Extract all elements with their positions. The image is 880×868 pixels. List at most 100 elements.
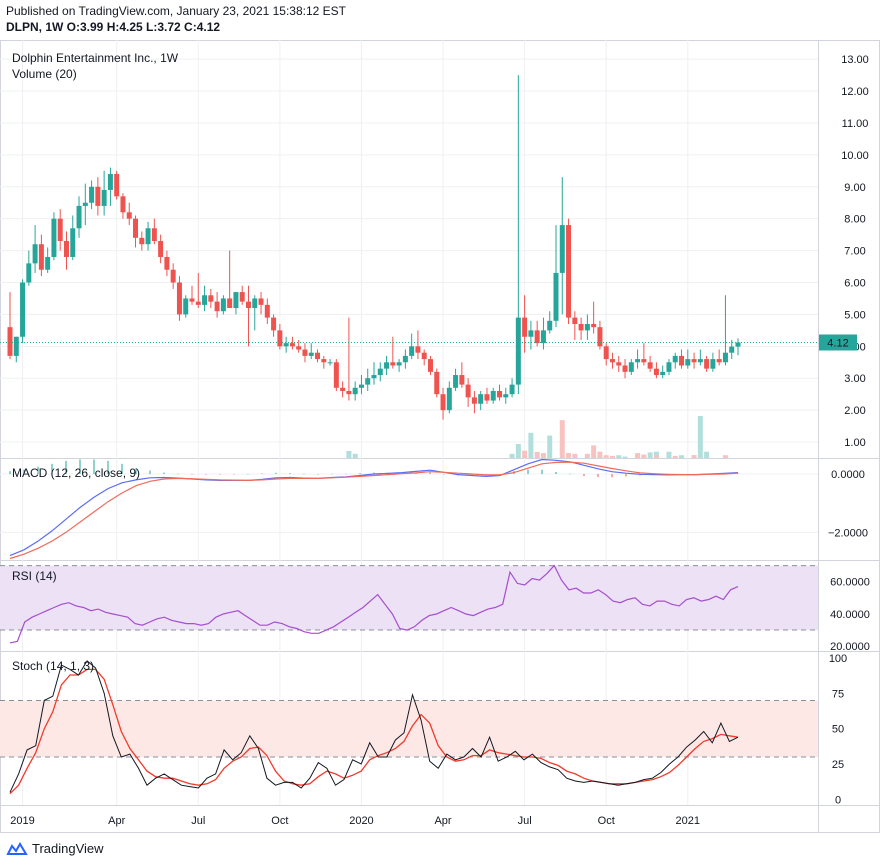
candle-body	[591, 323, 597, 328]
candle-body	[553, 272, 559, 321]
volume-bar	[691, 455, 697, 458]
candle-body	[547, 320, 553, 331]
candle-body	[446, 387, 452, 411]
candle-body	[195, 301, 201, 305]
macd-histogram-bar	[345, 473, 347, 475]
candle-body	[710, 359, 716, 369]
candle-body	[89, 186, 95, 203]
macd-histogram-bar	[9, 471, 11, 475]
candle-body	[57, 218, 63, 242]
stoch-title: Stoch (14, 1, 3)	[12, 659, 94, 673]
macd-histogram-bar	[247, 474, 249, 475]
candle-body	[660, 371, 666, 376]
rsi-band	[0, 565, 818, 631]
candle-body	[622, 365, 628, 372]
candle-body	[647, 362, 653, 369]
published-caption: Published on TradingView.com, January 23…	[6, 4, 347, 18]
tradingview-logo[interactable]: TradingView	[6, 841, 104, 856]
candle-body	[258, 298, 264, 305]
rsi-title: RSI (14)	[12, 569, 57, 583]
volume-bar	[346, 451, 352, 458]
macd-histogram-bar	[191, 474, 193, 475]
macd-histogram-bar	[149, 470, 151, 475]
stoch-tick-label: 50	[832, 724, 844, 736]
tradingview-brand-label: TradingView	[32, 841, 104, 856]
volume-bar	[603, 455, 609, 458]
candle-body	[478, 394, 484, 404]
rsi-line	[9, 564, 739, 644]
last-price-badge	[819, 334, 857, 351]
candle-body	[346, 390, 352, 395]
volume-bar	[704, 451, 710, 458]
candle-body	[126, 212, 132, 219]
ohlc-readout: DLPN, 1W O:3.99 H:4.25 L:3.72 C:4.12	[6, 20, 221, 34]
stoch-tick-label: 75	[832, 688, 844, 700]
candle-body	[578, 323, 584, 331]
candle-body	[384, 362, 390, 369]
candle-body	[522, 317, 528, 337]
candle-body	[653, 368, 659, 376]
stoch-d-line	[9, 668, 739, 795]
volume-bar	[597, 451, 603, 458]
candle-body	[208, 295, 214, 302]
macd-histogram-bar	[93, 459, 95, 475]
candle-body	[252, 298, 258, 309]
candle-body	[45, 256, 51, 270]
price-tick-label: 8.00	[844, 214, 865, 226]
candle-body	[277, 330, 283, 347]
macd-histogram-bar	[65, 460, 67, 475]
time-tick-label: Jul	[518, 815, 532, 827]
candle-body	[691, 359, 697, 363]
macd-histogram-bar	[135, 468, 137, 475]
last-price-label: 4.12	[827, 337, 848, 349]
candle-body	[233, 292, 239, 309]
volume-bar	[616, 455, 622, 458]
candle-body	[490, 390, 496, 401]
candle-body	[603, 346, 609, 360]
volume-bar	[534, 451, 540, 458]
time-tick-label: Apr	[108, 815, 125, 827]
candle-body	[302, 349, 308, 356]
volume-bar	[566, 453, 572, 458]
time-tick-label: 2020	[349, 815, 373, 827]
candle-body	[120, 196, 126, 213]
volume-bar	[528, 432, 534, 458]
candle-body	[509, 384, 515, 395]
candle-body	[32, 244, 38, 264]
rsi-tick-label: 60.0000	[830, 577, 870, 589]
macd-histogram-bar	[289, 473, 291, 475]
price-tick-label: 10.00	[841, 150, 869, 162]
macd-histogram-bar	[219, 474, 221, 475]
candle-body	[214, 301, 220, 312]
macd-histogram-bar	[569, 473, 571, 475]
candle-body	[409, 346, 415, 356]
volume-bar	[591, 445, 597, 458]
candle-body	[189, 298, 195, 302]
candle-body	[183, 298, 189, 315]
volume-bar	[572, 453, 578, 458]
macd-histogram-bar	[23, 469, 25, 475]
price-tick-label: 7.00	[844, 246, 865, 258]
candle-body	[729, 346, 735, 353]
candle-body	[327, 362, 333, 364]
price-tick-label: 9.00	[844, 182, 865, 194]
candle-body	[697, 359, 703, 363]
macd-histogram-bar	[611, 474, 613, 478]
macd-histogram-bar	[205, 474, 207, 475]
candle-body	[164, 256, 170, 270]
candle-body	[503, 394, 509, 398]
candle-body	[176, 282, 182, 315]
macd-histogram-bar	[373, 472, 375, 475]
rsi-tick-label: 20.0000	[830, 641, 870, 653]
macd-histogram-bar	[359, 473, 361, 475]
macd-histogram-bar	[555, 471, 557, 475]
candle-body	[101, 189, 107, 206]
candle-body	[13, 336, 19, 356]
candle-body	[628, 362, 634, 372]
candle-body	[390, 362, 396, 366]
volume-bar	[352, 453, 358, 458]
macd-title: MACD (12, 26, close, 9)	[12, 466, 140, 480]
candle-body	[722, 352, 728, 363]
candle-body	[641, 359, 647, 363]
